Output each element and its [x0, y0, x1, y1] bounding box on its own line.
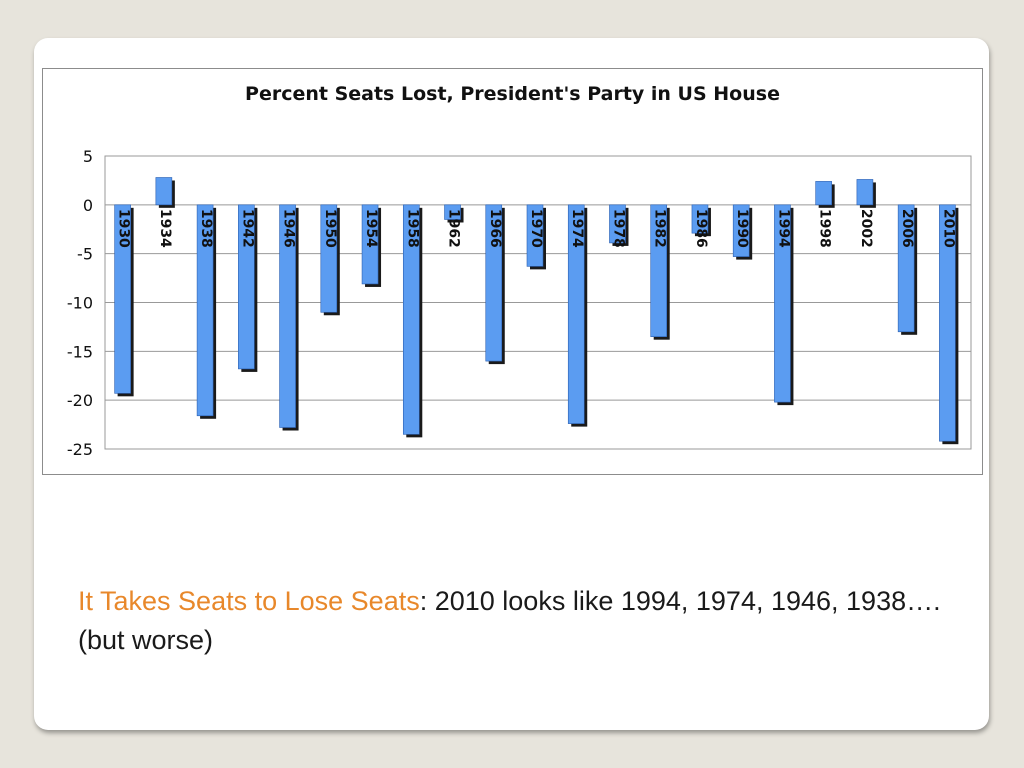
- bar: [856, 179, 874, 206]
- y-tick-label: 5: [83, 147, 93, 166]
- bar: [691, 204, 709, 234]
- bar: [485, 204, 503, 362]
- x-tick-label: 1978: [610, 209, 626, 248]
- bar-chart: 5 0 -5 -10 -15 -20 -25 1930 1934 1938 1942 1946 1950…: [67, 147, 972, 459]
- bar: [155, 177, 173, 206]
- bar: [732, 204, 750, 257]
- x-tick-label: 2002: [858, 209, 874, 248]
- x-tick-label: 1962: [446, 209, 462, 248]
- bar: [774, 204, 791, 403]
- x-tick-label: 1938: [198, 209, 214, 248]
- bar: [609, 204, 626, 244]
- bar: [361, 204, 379, 285]
- y-tick-label: -10: [67, 294, 93, 313]
- x-tick-label: 1990: [734, 209, 750, 248]
- bar: [238, 204, 255, 370]
- x-tick-label: 2010: [940, 209, 956, 248]
- x-tick-label: 1946: [281, 209, 297, 248]
- x-tick-label: 1958: [404, 209, 420, 248]
- bar: [650, 204, 668, 337]
- y-tick-label: -5: [77, 245, 93, 264]
- x-tick-label: 1982: [652, 209, 668, 248]
- chart-frame: Percent Seats Lost, President's Party in…: [42, 68, 983, 475]
- x-tick-label: 1954: [363, 209, 379, 248]
- x-tick-label: 2006: [899, 209, 915, 248]
- slide-caption: It Takes Seats to Lose Seats: 2010 looks…: [78, 582, 978, 660]
- x-tick-label: 1994: [775, 209, 791, 248]
- bar: [567, 204, 585, 424]
- x-tick-label: 1970: [528, 209, 544, 248]
- chart-title: Percent Seats Lost, President's Party in…: [245, 83, 780, 105]
- caption-highlight: It Takes Seats to Lose Seats: [78, 586, 420, 616]
- x-tick-label: 1998: [817, 209, 833, 248]
- x-tick-label: 1986: [693, 209, 709, 248]
- y-tick-label: -15: [67, 342, 93, 361]
- x-tick-label: 1966: [487, 209, 503, 248]
- bar: [114, 204, 131, 394]
- y-tick-label: 0: [83, 196, 93, 215]
- bar: [939, 204, 956, 442]
- bar: [897, 204, 915, 333]
- y-tick-label: -20: [67, 391, 93, 410]
- y-tick-label: -25: [67, 440, 93, 459]
- bar: [320, 204, 338, 313]
- x-tick-label: 1934: [157, 209, 173, 248]
- bar: [402, 204, 420, 435]
- x-tick-label: 1950: [322, 209, 338, 248]
- bar: [815, 181, 832, 206]
- caption-text: : 2010 looks like 1994, 1974, 1946, 1938…: [78, 586, 941, 655]
- bar: [526, 204, 544, 267]
- bar: [279, 204, 296, 428]
- bar: [196, 204, 214, 417]
- x-tick-label: 1942: [239, 209, 255, 248]
- x-tick-label: 1930: [116, 209, 132, 248]
- bar: [444, 204, 461, 220]
- x-tick-label: 1974: [569, 209, 585, 248]
